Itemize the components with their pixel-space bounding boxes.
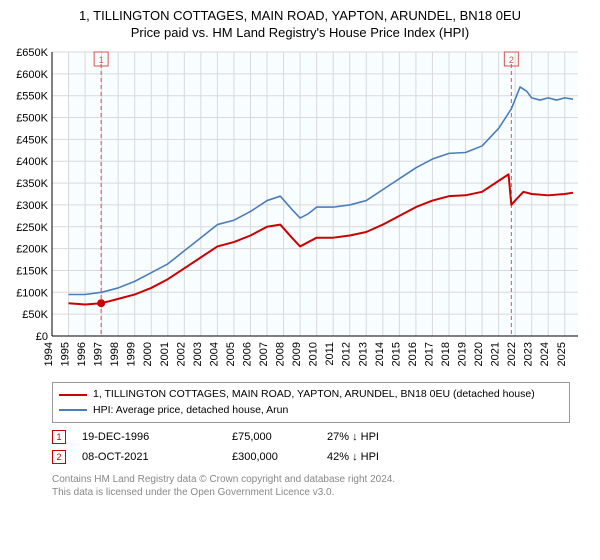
svg-text:2005: 2005 <box>225 342 237 366</box>
svg-text:£450K: £450K <box>16 134 48 146</box>
transaction-delta: 27% ↓ HPI <box>327 431 427 443</box>
svg-text:1994: 1994 <box>43 342 55 366</box>
svg-text:2023: 2023 <box>523 342 535 366</box>
svg-text:2007: 2007 <box>258 342 270 366</box>
svg-text:2002: 2002 <box>175 342 187 366</box>
transaction-price: £75,000 <box>232 431 327 443</box>
transaction-badge: 1 <box>52 430 66 444</box>
transaction-markers: 1 19-DEC-1996£75,00027% ↓ HPI 2 08-OCT-2021… <box>52 427 570 467</box>
svg-text:2025: 2025 <box>556 342 568 366</box>
svg-text:£650K: £650K <box>16 47 48 59</box>
legend: 1, TILLINGTON COTTAGES, MAIN ROAD, YAPTO… <box>52 382 570 424</box>
svg-text:1: 1 <box>99 55 104 65</box>
footer-attribution: Contains HM Land Registry data © Crown c… <box>52 473 570 499</box>
svg-text:2017: 2017 <box>423 342 435 366</box>
transaction-date: 19-DEC-1996 <box>82 431 232 443</box>
svg-text:2024: 2024 <box>539 342 551 366</box>
svg-text:£200K: £200K <box>16 243 48 255</box>
svg-text:1998: 1998 <box>109 342 121 366</box>
svg-text:£150K: £150K <box>16 265 48 277</box>
svg-text:2004: 2004 <box>208 342 220 366</box>
title-line-1: 1, TILLINGTON COTTAGES, MAIN ROAD, YAPTO… <box>10 8 590 25</box>
svg-text:2014: 2014 <box>374 342 386 366</box>
svg-text:1997: 1997 <box>93 342 105 366</box>
transaction-row: 1 19-DEC-1996£75,00027% ↓ HPI <box>52 427 570 447</box>
svg-text:1996: 1996 <box>76 342 88 366</box>
svg-text:£350K: £350K <box>16 178 48 190</box>
legend-label: HPI: Average price, detached house, Arun <box>93 403 288 419</box>
svg-text:£100K: £100K <box>16 287 48 299</box>
svg-text:2003: 2003 <box>192 342 204 366</box>
transaction-delta: 42% ↓ HPI <box>327 451 427 463</box>
chart-svg: £0 £50K £100K £150K £200K £250K £300K £350K £400… <box>10 46 590 376</box>
svg-text:2011: 2011 <box>324 342 336 366</box>
svg-text:1995: 1995 <box>60 342 72 366</box>
svg-text:2012: 2012 <box>341 342 353 366</box>
svg-text:2013: 2013 <box>357 342 369 366</box>
legend-item: HPI: Average price, detached house, Arun <box>59 403 563 419</box>
footer-line-1: Contains HM Land Registry data © Crown c… <box>52 473 570 486</box>
svg-text:£250K: £250K <box>16 222 48 234</box>
svg-text:2020: 2020 <box>473 342 485 366</box>
svg-text:£500K: £500K <box>16 112 48 124</box>
svg-text:2021: 2021 <box>490 342 502 366</box>
transaction-price: £300,000 <box>232 451 327 463</box>
svg-text:2015: 2015 <box>390 342 402 366</box>
legend-swatch <box>59 409 87 411</box>
chart-title: 1, TILLINGTON COTTAGES, MAIN ROAD, YAPTO… <box>10 8 590 42</box>
svg-text:1999: 1999 <box>126 342 138 366</box>
chart-plot: £0 £50K £100K £150K £200K £250K £300K £350K £400… <box>10 46 590 376</box>
svg-text:2019: 2019 <box>457 342 469 366</box>
svg-text:2022: 2022 <box>506 342 518 366</box>
svg-text:2006: 2006 <box>241 342 253 366</box>
svg-text:2009: 2009 <box>291 342 303 366</box>
transaction-row: 2 08-OCT-2021£300,00042% ↓ HPI <box>52 447 570 467</box>
svg-text:2000: 2000 <box>142 342 154 366</box>
svg-text:2018: 2018 <box>440 342 452 366</box>
svg-text:2: 2 <box>509 55 514 65</box>
transaction-date: 08-OCT-2021 <box>82 451 232 463</box>
svg-text:2001: 2001 <box>159 342 171 366</box>
legend-swatch <box>59 394 87 396</box>
svg-text:£50K: £50K <box>22 309 48 321</box>
svg-text:2008: 2008 <box>275 342 287 366</box>
transaction-badge: 2 <box>52 450 66 464</box>
svg-text:£550K: £550K <box>16 90 48 102</box>
svg-text:2010: 2010 <box>308 342 320 366</box>
svg-text:£600K: £600K <box>16 69 48 81</box>
svg-text:£300K: £300K <box>16 200 48 212</box>
chart-container: 1, TILLINGTON COTTAGES, MAIN ROAD, YAPTO… <box>0 0 600 509</box>
svg-text:2016: 2016 <box>407 342 419 366</box>
svg-text:£0: £0 <box>36 331 48 343</box>
footer-line-2: This data is licensed under the Open Gov… <box>52 486 570 499</box>
title-line-2: Price paid vs. HM Land Registry's House … <box>10 25 590 42</box>
legend-item: 1, TILLINGTON COTTAGES, MAIN ROAD, YAPTO… <box>59 387 563 403</box>
legend-label: 1, TILLINGTON COTTAGES, MAIN ROAD, YAPTO… <box>93 387 535 403</box>
svg-text:£400K: £400K <box>16 156 48 168</box>
